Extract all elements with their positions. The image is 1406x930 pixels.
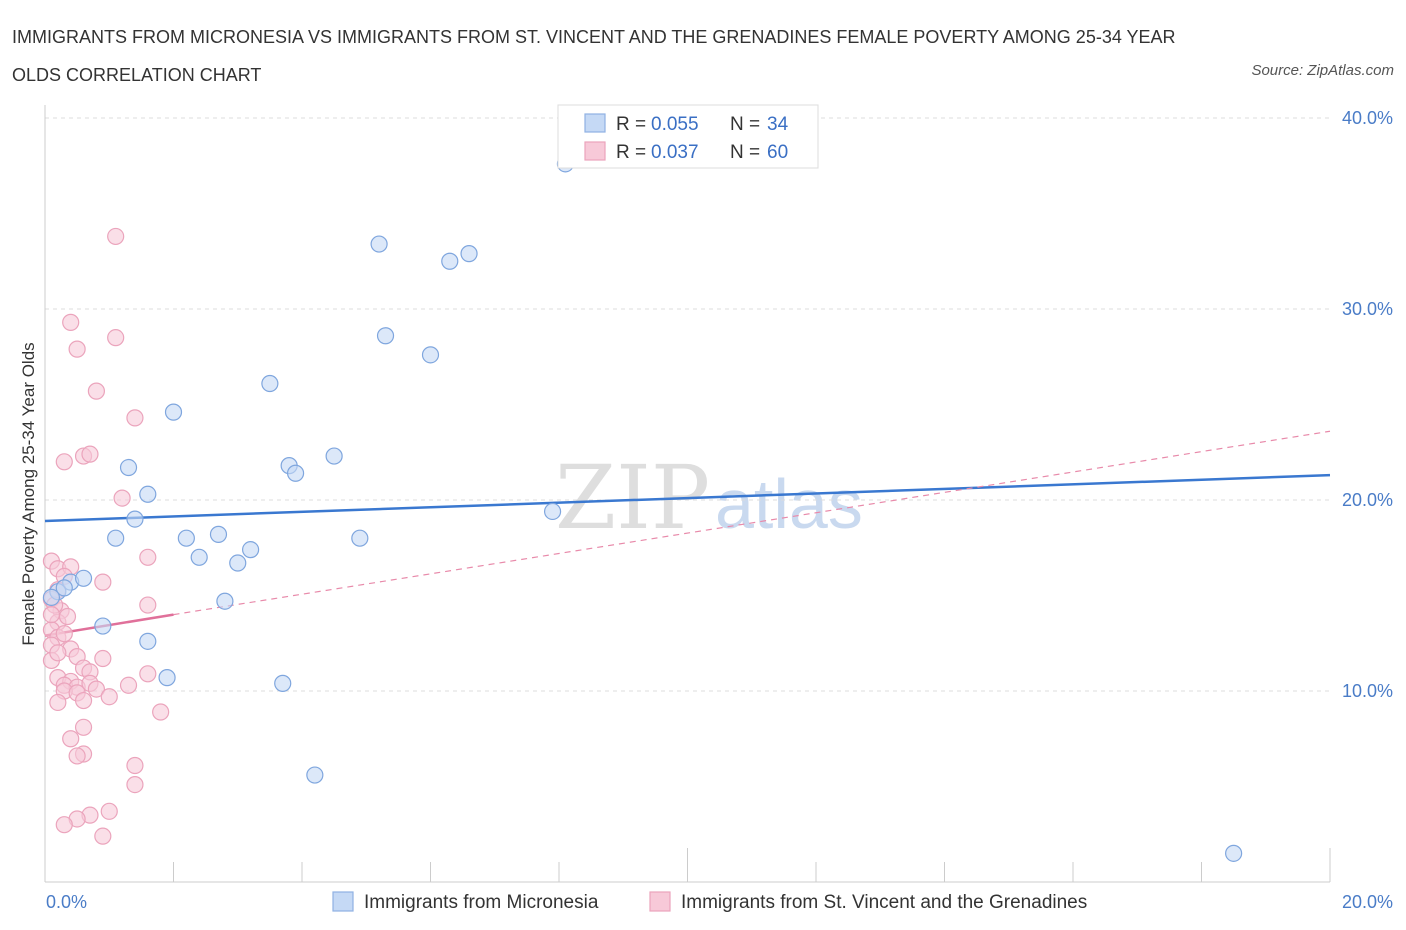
point-micronesia <box>209 525 228 543</box>
axes <box>44 105 1331 883</box>
point-stvincent <box>139 548 157 566</box>
bottom-legend: Immigrants from Micronesia Immigrants fr… <box>332 891 1087 913</box>
point-stvincent <box>113 489 131 507</box>
trend-line-stvincent-extended <box>173 430 1331 616</box>
point-micronesia <box>351 529 369 547</box>
point-stvincent <box>62 730 80 748</box>
point-micronesia <box>126 510 144 528</box>
point-stvincent <box>107 329 125 347</box>
point-micronesia <box>274 674 292 692</box>
trend-line-micronesia <box>44 473 1331 523</box>
point-micronesia <box>164 403 183 421</box>
x-tick-label-max: 20.0% <box>1342 892 1393 912</box>
legend-r-value-1: 0.055 <box>651 114 699 135</box>
point-stvincent <box>68 747 86 765</box>
gridlines <box>45 117 1330 692</box>
point-stvincent <box>62 313 80 331</box>
point-stvincent <box>139 665 157 683</box>
point-micronesia <box>1225 844 1243 862</box>
point-stvincent <box>119 676 138 694</box>
y-tick-label: 10.0% <box>1342 681 1393 701</box>
point-micronesia <box>107 529 125 547</box>
source-label: Source: ZipAtlas.com <box>1251 62 1394 79</box>
point-micronesia <box>306 766 324 784</box>
point-stvincent <box>100 802 118 820</box>
point-micronesia <box>190 548 208 566</box>
point-micronesia <box>94 617 112 635</box>
legend-r-value-2: 0.037 <box>651 142 699 163</box>
x-tick-label-min: 0.0% <box>46 892 87 912</box>
y-tick-label: 20.0% <box>1342 490 1393 510</box>
point-stvincent <box>152 703 170 721</box>
watermark-atlas: atlas <box>715 465 863 543</box>
point-micronesia <box>441 252 459 270</box>
bottom-legend-label-stvincent: Immigrants from St. Vincent and the Gren… <box>681 892 1087 913</box>
data-points <box>42 155 1243 862</box>
point-micronesia <box>325 447 343 465</box>
point-micronesia <box>421 346 440 364</box>
point-stvincent <box>126 409 144 427</box>
point-stvincent <box>58 607 77 626</box>
point-stvincent <box>55 625 73 643</box>
point-micronesia <box>229 554 247 572</box>
legend-swatch-stvincent <box>584 141 606 161</box>
point-micronesia <box>543 502 562 521</box>
point-micronesia <box>119 458 138 477</box>
point-stvincent <box>74 718 93 736</box>
bottom-legend-label-micronesia: Immigrants from Micronesia <box>364 892 599 913</box>
point-stvincent <box>126 775 144 794</box>
point-stvincent <box>139 596 157 614</box>
point-stvincent <box>126 756 144 775</box>
legend-n-label-2: N = <box>730 142 760 163</box>
point-micronesia <box>55 579 73 597</box>
point-stvincent <box>87 680 106 698</box>
bottom-legend-swatch-stvincent <box>649 891 671 912</box>
point-micronesia <box>460 245 478 263</box>
point-micronesia <box>42 588 61 607</box>
point-stvincent <box>49 693 67 712</box>
point-micronesia <box>74 569 93 587</box>
point-micronesia <box>286 464 305 482</box>
point-stvincent <box>49 644 67 662</box>
bottom-legend-swatch-micronesia <box>332 891 354 912</box>
point-stvincent <box>68 340 86 358</box>
point-stvincent <box>87 382 106 400</box>
point-stvincent <box>55 816 73 834</box>
point-stvincent <box>94 573 112 591</box>
point-micronesia <box>216 592 234 610</box>
legend-swatch-micronesia <box>584 113 606 133</box>
point-micronesia <box>139 485 157 503</box>
point-micronesia <box>376 327 395 345</box>
point-stvincent <box>55 453 73 471</box>
legend-r-label-1: R = <box>616 114 646 135</box>
point-stvincent <box>107 227 125 246</box>
point-stvincent <box>100 688 118 706</box>
y-axis-label: Female Poverty Among 25-34 Year Olds <box>19 342 38 645</box>
y-tick-label: 30.0% <box>1342 299 1393 319</box>
point-micronesia <box>139 632 157 650</box>
legend-n-value-1: 34 <box>767 114 789 135</box>
point-stvincent <box>42 605 61 624</box>
legend-n-label-1: N = <box>730 114 760 135</box>
legend-n-value-2: 60 <box>767 142 788 163</box>
y-tick-labels: 10.0% 20.0% 30.0% 40.0% <box>1342 108 1393 701</box>
point-stvincent <box>94 649 112 668</box>
point-stvincent <box>81 445 99 463</box>
point-stvincent <box>94 827 112 845</box>
point-micronesia <box>370 235 388 253</box>
y-tick-label: 40.0% <box>1342 108 1393 128</box>
point-micronesia <box>158 669 176 687</box>
legend-r-label-2: R = <box>616 142 646 163</box>
point-micronesia <box>177 529 195 547</box>
chart-title: IMMIGRANTS FROM MICRONESIA VS IMMIGRANTS… <box>12 27 1176 85</box>
point-micronesia <box>261 374 279 393</box>
legend-box: R = 0.055 N = 34 R = 0.037 N = 60 <box>557 104 819 169</box>
point-stvincent <box>74 691 93 710</box>
point-micronesia <box>242 541 260 559</box>
